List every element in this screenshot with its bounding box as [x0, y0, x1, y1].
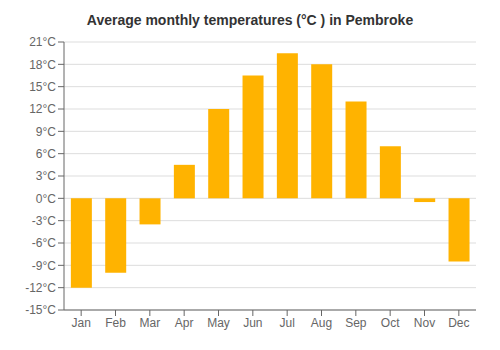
svg-text:-3°C: -3°C — [32, 214, 56, 228]
svg-text:15°C: 15°C — [29, 80, 56, 94]
svg-text:3°C: 3°C — [36, 169, 56, 183]
svg-text:Mar: Mar — [139, 316, 160, 330]
svg-text:0°C: 0°C — [36, 192, 56, 206]
svg-text:Oct: Oct — [381, 316, 400, 330]
svg-text:12°C: 12°C — [29, 102, 56, 116]
svg-text:6°C: 6°C — [36, 147, 56, 161]
svg-text:18°C: 18°C — [29, 58, 56, 72]
svg-text:Jul: Jul — [279, 316, 294, 330]
svg-text:Dec: Dec — [448, 316, 469, 330]
svg-text:Aug: Aug — [311, 316, 332, 330]
svg-text:-9°C: -9°C — [32, 259, 56, 273]
html-text:Average monthly temperatures (: Average monthly temperatures (°C ) in Pe… — [86, 12, 414, 28]
svg-text:Apr: Apr — [175, 316, 194, 330]
svg-text:Jun: Jun — [243, 316, 262, 330]
svg-text:-15°C: -15°C — [25, 303, 56, 317]
svg-text:Sep: Sep — [345, 316, 367, 330]
svg-text:9°C: 9°C — [36, 125, 56, 139]
svg-text:-12°C: -12°C — [25, 281, 56, 295]
svg-text:Feb: Feb — [105, 316, 126, 330]
svg-text:Jan: Jan — [71, 316, 90, 330]
svg-text:Nov: Nov — [414, 316, 435, 330]
svg-text:May: May — [207, 316, 230, 330]
svg-text:21°C: 21°C — [29, 35, 56, 49]
svg-text:-6°C: -6°C — [32, 236, 56, 250]
